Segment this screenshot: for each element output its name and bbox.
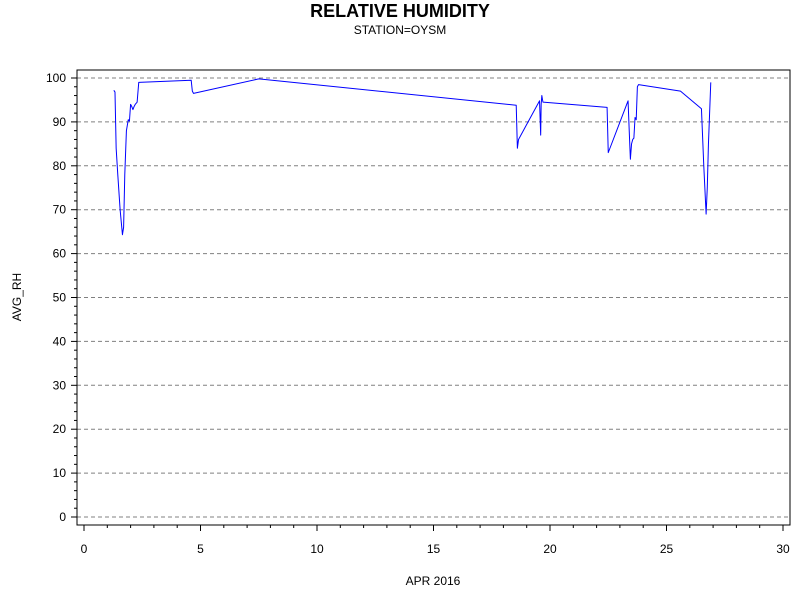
y-tick-label: 100 <box>46 71 66 85</box>
grid-lines <box>77 77 790 518</box>
x-axis-label: APR 2016 <box>406 574 461 588</box>
y-tick-label: 30 <box>53 378 67 392</box>
y-tick-label: 80 <box>53 159 67 173</box>
x-tick-label: 20 <box>543 542 557 556</box>
x-tick-label: 10 <box>310 542 324 556</box>
y-tick-label: 90 <box>53 115 67 129</box>
y-axis-label: AVG_RH <box>10 273 24 321</box>
y-tick-label: 40 <box>53 334 67 348</box>
y-tick-label: 20 <box>53 422 67 436</box>
x-tick-label: 15 <box>427 542 441 556</box>
series-layer <box>113 78 712 236</box>
x-tick-label: 25 <box>660 542 674 556</box>
x-tick-label: 0 <box>81 542 88 556</box>
y-tick-label: 60 <box>53 247 67 261</box>
x-tick-label: 5 <box>197 542 204 556</box>
y-tick-label: 70 <box>53 203 67 217</box>
y-tick-label: 0 <box>59 510 66 524</box>
series-line-1 <box>113 78 712 236</box>
chart-title: RELATIVE HUMIDITY <box>310 1 490 21</box>
x-tick-label: 30 <box>776 542 790 556</box>
y-tick-label: 10 <box>53 466 67 480</box>
chart-subtitle: STATION=OYSM <box>353 23 447 37</box>
y-tick-label: 50 <box>53 291 67 305</box>
axis-ticks: 0 10 20 30 40 50 60 70 80 90 100 0 5 10 15 20 25 30 <box>46 71 790 556</box>
